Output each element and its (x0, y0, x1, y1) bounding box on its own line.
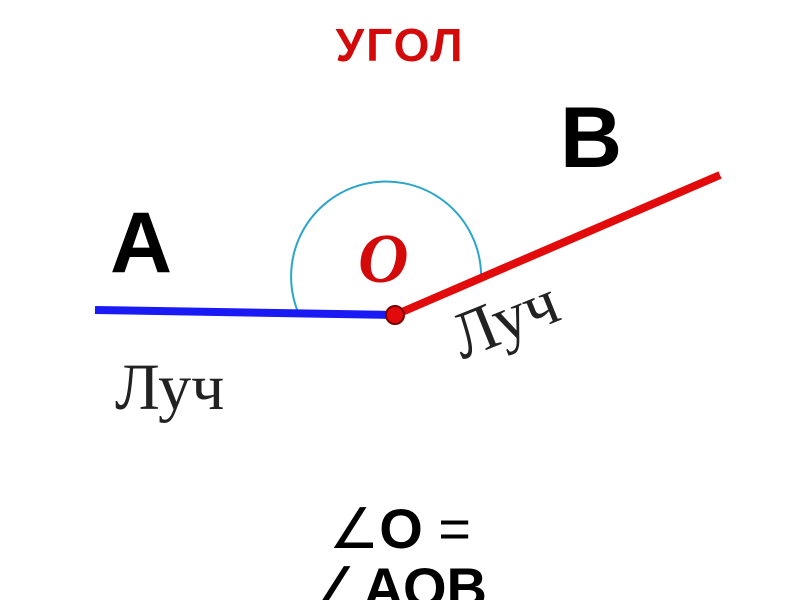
label-a: А (110, 200, 172, 286)
equation-equals: = (423, 497, 471, 560)
equation-line-1: ∠О = (0, 500, 800, 559)
label-o: О (358, 225, 409, 295)
angle-symbol-icon: ∠ (313, 556, 363, 600)
ray-ob (395, 175, 720, 315)
equation-aob: АОВ (363, 556, 487, 600)
label-b: В (560, 95, 622, 181)
stage: УГОЛ А В О Луч Луч ∠О = ∠АОВ (0, 0, 800, 600)
ray-oa (95, 310, 395, 315)
equation-o: О (379, 497, 423, 560)
vertex-dot (386, 306, 404, 324)
angle-symbol-icon: ∠ (329, 497, 379, 560)
ray-label-left: Луч (115, 350, 224, 426)
angle-equation: ∠О = ∠АОВ (0, 500, 800, 600)
equation-line-2: ∠АОВ (0, 559, 800, 600)
